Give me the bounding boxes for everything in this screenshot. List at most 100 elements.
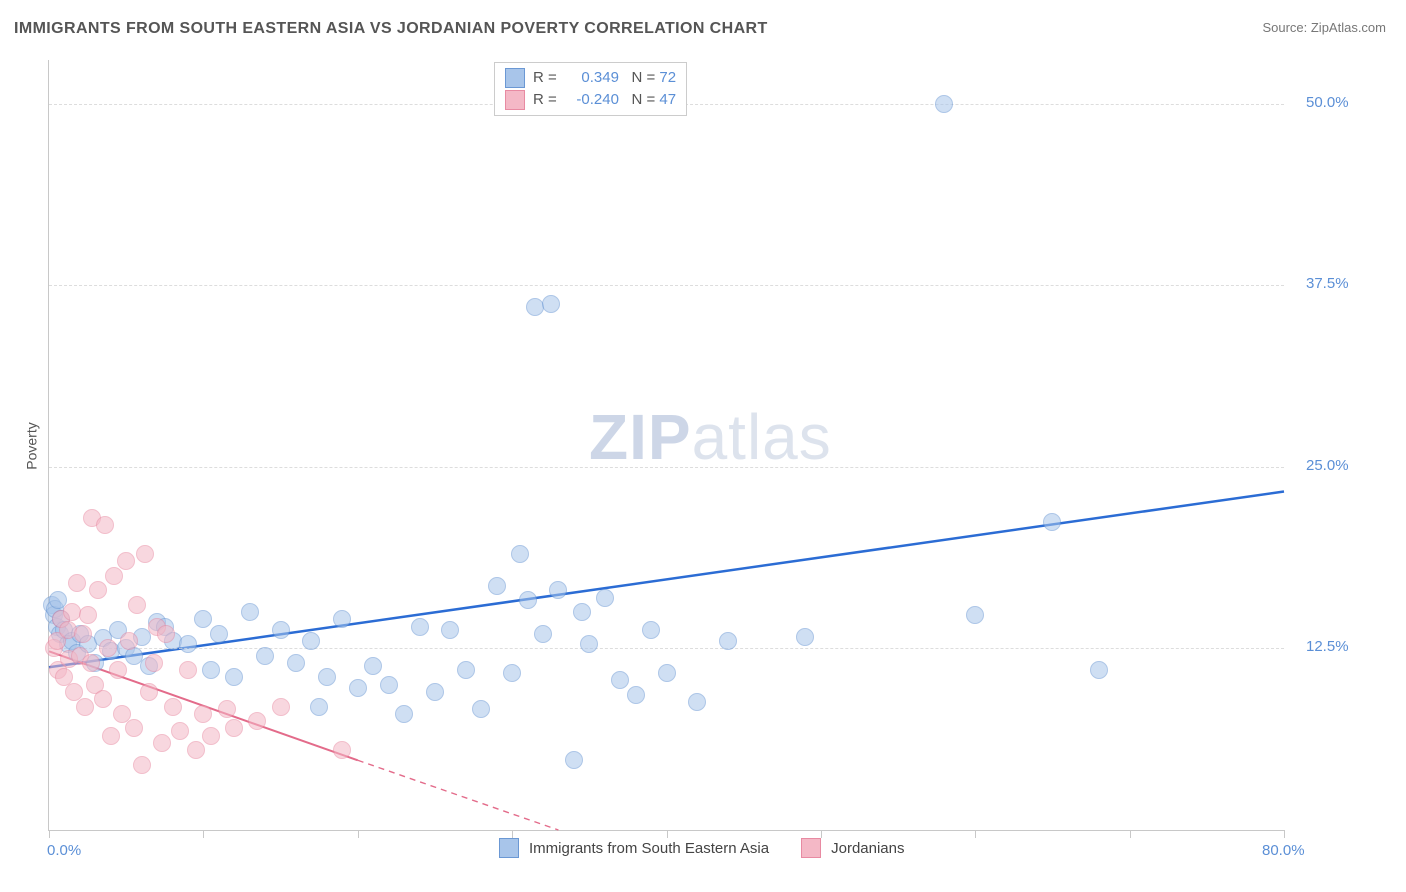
scatter-point: [488, 577, 506, 595]
scatter-point: [642, 621, 660, 639]
scatter-point: [472, 700, 490, 718]
scatter-point: [120, 632, 138, 650]
scatter-point: [125, 719, 143, 737]
legend-swatch: [505, 68, 525, 88]
scatter-point: [580, 635, 598, 653]
scatter-point: [503, 664, 521, 682]
x-tick-label: 80.0%: [1262, 842, 1305, 859]
scatter-point: [411, 618, 429, 636]
scatter-point: [140, 683, 158, 701]
scatter-point: [272, 698, 290, 716]
scatter-point: [164, 698, 182, 716]
scatter-point: [441, 621, 459, 639]
scatter-point: [395, 705, 413, 723]
scatter-point: [179, 661, 197, 679]
scatter-point: [1090, 661, 1108, 679]
scatter-point: [333, 610, 351, 628]
scatter-point: [153, 734, 171, 752]
legend-row: R = -0.240 N = 47: [505, 89, 676, 111]
scatter-point: [333, 741, 351, 759]
scatter-point: [89, 581, 107, 599]
x-tick: [975, 830, 976, 838]
scatter-point: [1043, 513, 1061, 531]
legend-series-name: Jordanians: [831, 840, 904, 857]
scatter-point: [225, 668, 243, 686]
source-prefix: Source:: [1262, 20, 1310, 35]
y-tick-label: 50.0%: [1306, 94, 1349, 111]
scatter-point: [318, 668, 336, 686]
legend-swatch: [505, 90, 525, 110]
y-tick-label: 37.5%: [1306, 275, 1349, 292]
scatter-point: [719, 632, 737, 650]
scatter-point: [210, 625, 228, 643]
scatter-point: [187, 741, 205, 759]
scatter-point: [179, 635, 197, 653]
scatter-point: [79, 606, 97, 624]
x-tick: [358, 830, 359, 838]
scatter-point: [611, 671, 629, 689]
chart-title: IMMIGRANTS FROM SOUTH EASTERN ASIA VS JO…: [14, 20, 768, 38]
scatter-point: [225, 719, 243, 737]
scatter-point: [596, 589, 614, 607]
scatter-point: [145, 654, 163, 672]
series-legend: Immigrants from South Eastern AsiaJordan…: [499, 838, 927, 858]
correlation-legend: R = 0.349 N = 72R = -0.240 N = 47: [494, 62, 687, 116]
scatter-point: [573, 603, 591, 621]
scatter-point: [194, 610, 212, 628]
scatter-point: [202, 727, 220, 745]
scatter-point: [128, 596, 146, 614]
scatter-point: [76, 698, 94, 716]
legend-swatch: [801, 838, 821, 858]
scatter-point: [99, 639, 117, 657]
scatter-point: [194, 705, 212, 723]
scatter-point: [248, 712, 266, 730]
scatter-point: [380, 676, 398, 694]
scatter-point: [218, 700, 236, 718]
scatter-point: [658, 664, 676, 682]
scatter-point: [109, 661, 127, 679]
scatter-point: [511, 545, 529, 563]
scatter-point: [627, 686, 645, 704]
scatter-point: [302, 632, 320, 650]
y-axis-label: Poverty: [24, 422, 40, 469]
scatter-point: [287, 654, 305, 672]
scatter-point: [171, 722, 189, 740]
source-attribution: Source: ZipAtlas.com: [1262, 20, 1386, 35]
legend-stats: R = -0.240 N = 47: [533, 89, 676, 111]
legend-row: R = 0.349 N = 72: [505, 67, 676, 89]
scatter-point: [549, 581, 567, 599]
scatter-point: [94, 690, 112, 708]
scatter-point: [519, 591, 537, 609]
scatter-point: [364, 657, 382, 675]
scatter-point: [272, 621, 290, 639]
scatter-point: [256, 647, 274, 665]
legend-swatch: [499, 838, 519, 858]
scatter-point: [796, 628, 814, 646]
scatter-point: [310, 698, 328, 716]
scatter-point: [457, 661, 475, 679]
scatter-point: [966, 606, 984, 624]
scatter-point: [74, 625, 92, 643]
scatter-point: [136, 545, 154, 563]
x-tick: [512, 830, 513, 838]
x-tick: [203, 830, 204, 838]
x-tick: [821, 830, 822, 838]
x-tick: [1130, 830, 1131, 838]
scatter-point: [105, 567, 123, 585]
legend-stats: R = 0.349 N = 72: [533, 67, 676, 89]
scatter-point: [935, 95, 953, 113]
plot-area: ZIPatlas 12.5%25.0%37.5%50.0%0.0%80.0%R …: [48, 60, 1284, 831]
scatter-point: [542, 295, 560, 313]
scatter-point: [82, 654, 100, 672]
scatter-point: [426, 683, 444, 701]
scatter-point: [534, 625, 552, 643]
x-tick: [49, 830, 50, 838]
scatter-point: [96, 516, 114, 534]
scatter-point: [565, 751, 583, 769]
scatter-point: [157, 625, 175, 643]
trendline: [358, 760, 559, 830]
scatter-point: [117, 552, 135, 570]
scatter-point: [349, 679, 367, 697]
chart-container: IMMIGRANTS FROM SOUTH EASTERN ASIA VS JO…: [0, 0, 1406, 892]
scatter-point: [241, 603, 259, 621]
